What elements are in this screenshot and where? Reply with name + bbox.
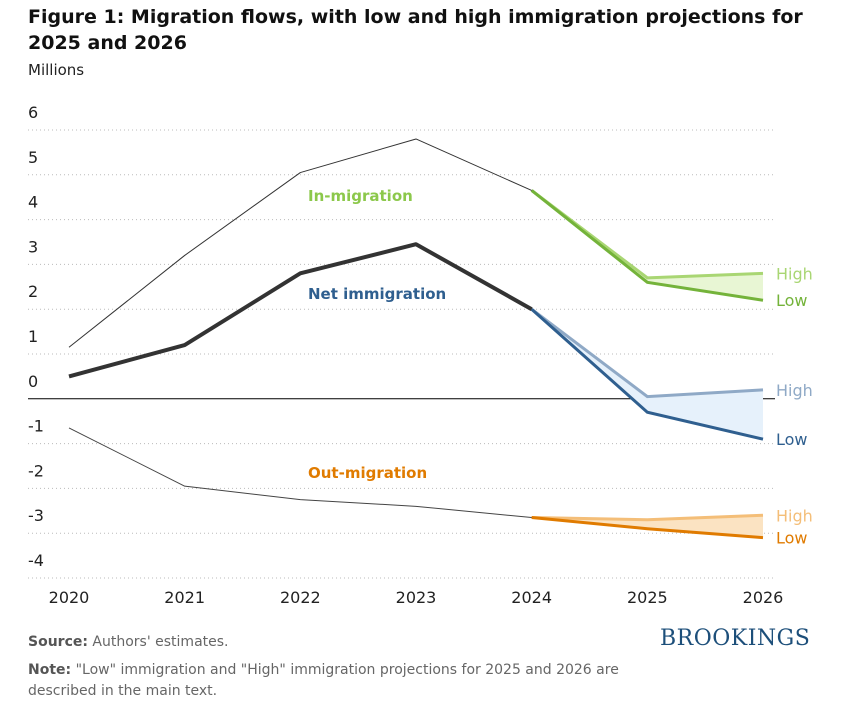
y-tick-label: -2 [28, 461, 44, 480]
source: Source: Authors' estimates. [28, 632, 229, 653]
low-label: Low [776, 529, 808, 548]
high-label: High [776, 381, 813, 400]
x-tick-label: 2024 [511, 588, 552, 607]
history-line [68, 138, 532, 348]
y-axis-label: Millions [28, 61, 85, 79]
note-text: "Low" immigration and "High" immigration… [28, 662, 619, 699]
low-label: Low [776, 291, 808, 310]
y-tick-label: 3 [28, 237, 38, 256]
y-tick-label: -1 [28, 417, 44, 436]
history-line [68, 242, 533, 379]
projection-range [531, 309, 763, 440]
series-label: Out-migration [308, 464, 427, 482]
y-tick-label: 6 [28, 103, 38, 122]
x-tick-label: 2025 [627, 588, 668, 607]
series-label: Net immigration [308, 285, 446, 303]
projection-high [530, 308, 764, 399]
projection-low [530, 308, 764, 441]
x-tick-label: 2020 [49, 588, 90, 607]
series-label: In-migration [308, 187, 413, 205]
note: Note: "Low" immigration and "High" immig… [28, 660, 638, 702]
logo: BROOKINGS [660, 626, 811, 651]
source-label: Source: [28, 634, 88, 650]
y-tick-label: 4 [28, 193, 38, 212]
x-tick-label: 2022 [280, 588, 321, 607]
y-tick-label: -4 [28, 551, 44, 570]
source-text: Authors' estimates. [92, 634, 229, 650]
high-label: High [776, 506, 813, 525]
x-tick-label: 2021 [164, 588, 205, 607]
chart-title: Figure 1: Migration flows, with low and … [28, 6, 803, 54]
y-tick-label: 1 [28, 327, 38, 346]
note-label: Note: [28, 662, 72, 678]
high-label: High [776, 264, 813, 283]
projection-low [530, 189, 764, 302]
y-tick-label: -3 [28, 506, 44, 525]
y-tick-label: 2 [28, 282, 38, 301]
x-tick-label: 2023 [396, 588, 437, 607]
projection-low [531, 516, 764, 540]
y-tick-label: 0 [28, 372, 38, 391]
chart: -4 -3 -2 -1 0 1 2 3 4 5 6 2020 2021 2022 2023 2024 2025 2… [28, 103, 813, 607]
x-tick-label: 2026 [743, 588, 784, 607]
projection-high [531, 513, 764, 522]
y-tick-label: 5 [28, 148, 38, 167]
history-line [68, 427, 532, 519]
low-label: Low [776, 430, 808, 449]
